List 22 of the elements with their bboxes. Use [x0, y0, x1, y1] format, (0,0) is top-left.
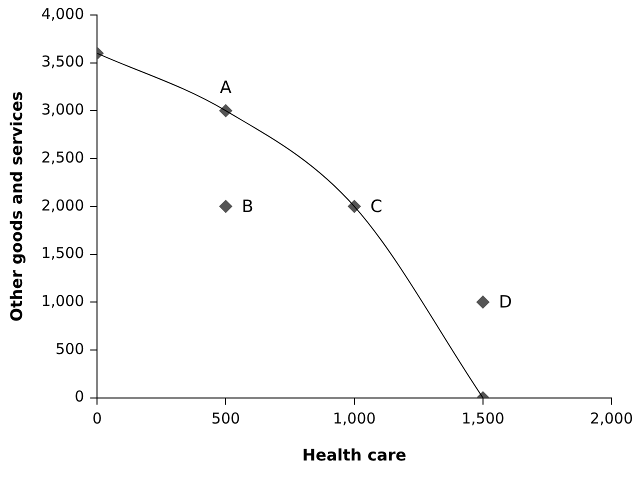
y-tick-label: 0: [74, 388, 84, 406]
x-tick-label: 1,000: [332, 410, 376, 428]
y-tick-label: 3,500: [41, 52, 84, 71]
x-tick-label: 1,500: [461, 410, 504, 428]
point: [476, 296, 490, 309]
x-tick-label: 2,000: [590, 410, 634, 428]
y-axis-title: Other goods and services: [6, 91, 26, 322]
annotation: D: [498, 292, 512, 313]
y-tick-label: 4,000: [41, 4, 84, 23]
y-tick-label: 1,000: [41, 292, 84, 310]
y-tick-label: 3,000: [41, 100, 84, 119]
annotation: A: [220, 78, 232, 98]
y-tick-label: 500: [56, 340, 84, 358]
annotation: C: [370, 196, 382, 217]
x-axis-title: Health care: [302, 446, 407, 465]
y-tick-label: 2,000: [41, 196, 84, 214]
y-tick-label: 2,500: [41, 148, 84, 166]
annotation: B: [242, 196, 254, 217]
x-tick-label: 500: [211, 410, 240, 428]
y-tick-label: 1,500: [41, 244, 84, 262]
x-tick-label: 0: [92, 410, 102, 428]
point: [219, 200, 232, 213]
